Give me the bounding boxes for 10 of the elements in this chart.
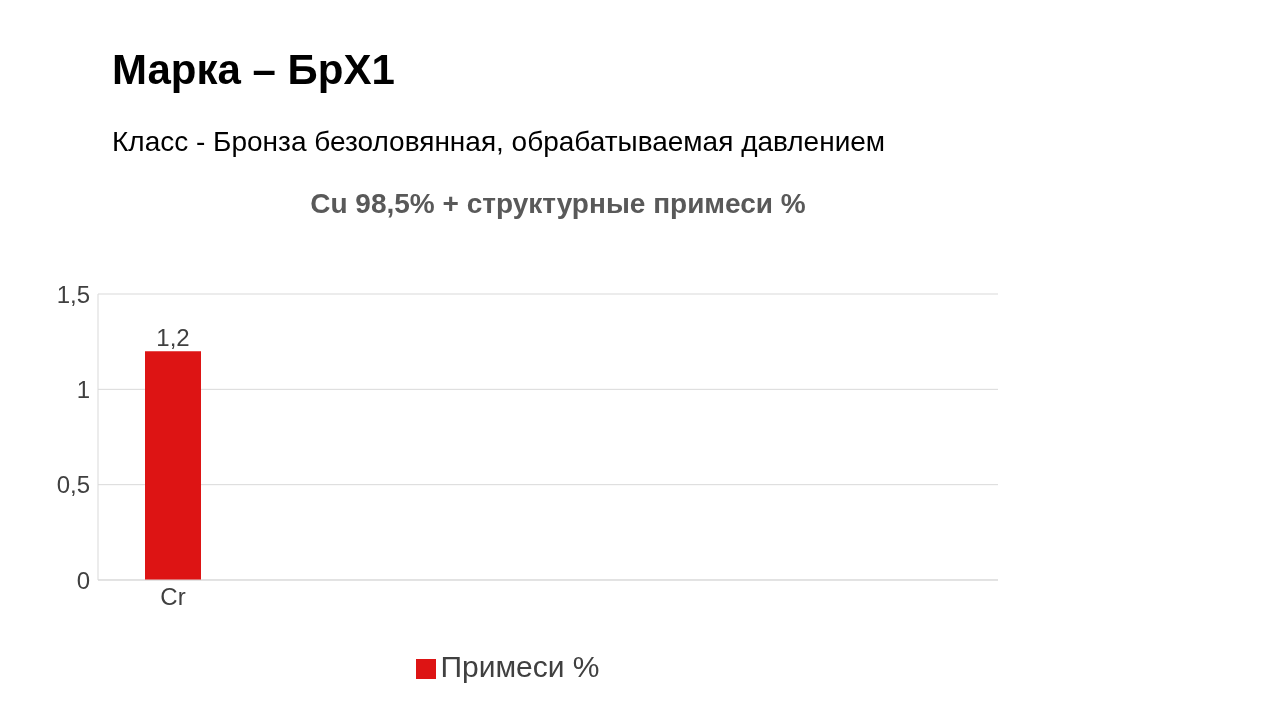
y-tick-label: 0,5 bbox=[56, 471, 90, 499]
data-label: 1,2 bbox=[156, 324, 190, 352]
y-tick-label: 1 bbox=[76, 375, 90, 403]
y-tick-label: 1,5 bbox=[56, 280, 90, 308]
y-tick-label: 0 bbox=[76, 566, 90, 594]
legend-label: Примеси % bbox=[440, 650, 600, 683]
x-tick-label: Cr bbox=[160, 583, 186, 611]
text: Cu 98,5% + структурные примеси % bbox=[309, 188, 807, 220]
text: Класс - Бронза безоловянная, обрабатываемая давлением bbox=[112, 126, 886, 158]
chart-title: Марка – БрХ1 bbox=[112, 46, 395, 94]
